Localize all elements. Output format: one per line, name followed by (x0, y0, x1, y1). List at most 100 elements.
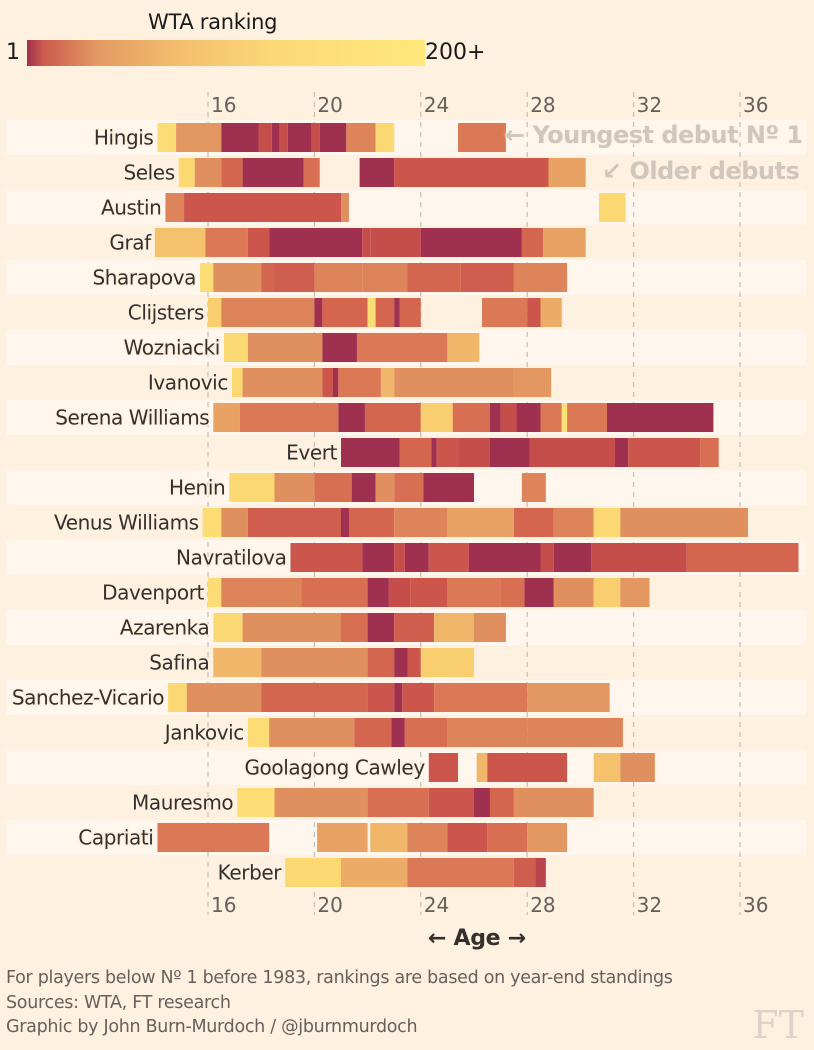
ranking-segment (521, 473, 546, 502)
ranking-segment (553, 543, 592, 572)
ranking-segment (322, 368, 334, 397)
ranking-segment (338, 368, 381, 397)
ranking-segment (314, 263, 363, 292)
ranking-segment (274, 263, 315, 292)
x-tick-top-28: 28 (530, 93, 555, 117)
ranking-segment (700, 438, 719, 467)
ranking-segment (394, 158, 549, 187)
ranking-segment (229, 473, 275, 502)
ranking-segment (402, 683, 435, 712)
ranking-segment (431, 438, 437, 467)
ranking-segment (279, 123, 288, 152)
ranking-segment (348, 508, 395, 537)
ranking-segment (258, 123, 272, 152)
player-label: Safina (149, 651, 209, 675)
ranking-segment (367, 683, 395, 712)
ranking-segment (447, 508, 514, 537)
ranking-segment (593, 753, 621, 782)
ranking-segment (513, 263, 568, 292)
ranking-segment (380, 368, 395, 397)
x-tick-top-20: 20 (317, 93, 342, 117)
ranking-segment (370, 823, 408, 852)
ranking-segment (242, 158, 304, 187)
ranking-segment (686, 543, 799, 572)
x-tick-bottom-32: 32 (637, 893, 662, 917)
ranking-segment (322, 333, 357, 362)
ranking-segment (500, 578, 525, 607)
ranking-segment (287, 123, 312, 152)
ft-logo: FT (752, 1003, 804, 1047)
ranking-segment (436, 438, 459, 467)
ranking-segment (543, 228, 586, 257)
ranking-segment (237, 788, 275, 817)
ranking-segment (370, 228, 421, 257)
player-label: Mauresmo (132, 791, 233, 815)
ranking-segment (474, 613, 506, 642)
player-label: Sharapova (92, 266, 196, 290)
ranking-segment (428, 753, 459, 782)
ranking-segment (447, 578, 501, 607)
ranking-segment (194, 158, 222, 187)
ranking-segment (620, 578, 650, 607)
ranking-segment (458, 438, 490, 467)
ranking-segment (535, 858, 546, 887)
ranking-segment (452, 403, 490, 432)
player-label: Graf (109, 231, 152, 255)
credit: Graphic by John Burn-Murdoch / @jburnmur… (6, 1017, 418, 1037)
ranking-segment (354, 718, 392, 747)
ranking-segment (247, 718, 270, 747)
x-tick-bottom-24: 24 (424, 893, 449, 917)
ranking-segment (487, 823, 528, 852)
player-label: Sanchez-Vicario (12, 686, 164, 710)
ranking-segment (607, 403, 714, 432)
ranking-segment (242, 613, 341, 642)
ranking-segment (521, 228, 544, 257)
ranking-segment (513, 788, 594, 817)
ranking-segment (394, 508, 448, 537)
ranking-segment (362, 228, 371, 257)
ranking-segment (157, 823, 270, 852)
ranking-segment (423, 473, 474, 502)
ranking-segment (213, 648, 262, 677)
player-label: Azarenka (120, 616, 210, 640)
ranking-segment (274, 788, 368, 817)
ranking-segment (407, 263, 461, 292)
ranking-segment (489, 438, 530, 467)
ranking-segment (513, 858, 536, 887)
ranking-segment (527, 823, 568, 852)
ranking-segment (362, 543, 395, 572)
footnote: For players below Nº 1 before 1983, rank… (6, 968, 673, 988)
ranking-segment (261, 683, 368, 712)
ranking-segment (261, 263, 275, 292)
ranking-segment (447, 333, 480, 362)
ranking-segment (524, 578, 554, 607)
x-tick-bottom-16: 16 (211, 893, 236, 917)
player-label: Goolagong Cawley (244, 756, 425, 780)
ranking-segment (410, 578, 448, 607)
ranking-segment (428, 788, 474, 817)
ranking-segment (394, 613, 435, 642)
player-label: Serena Williams (55, 406, 209, 430)
player-label: Hingis (94, 126, 154, 150)
ranking-segment (394, 368, 514, 397)
ranking-segment (223, 333, 248, 362)
ranking-segment (205, 228, 248, 257)
ranking-segment (375, 298, 395, 327)
player-label: Davenport (102, 581, 204, 605)
ranking-segment (553, 578, 594, 607)
ranking-segment (364, 403, 421, 432)
annotation-older-debuts: ↙ Older debuts (602, 157, 800, 185)
ranking-segment (311, 123, 320, 152)
ranking-segment (367, 578, 389, 607)
ranking-segment (303, 158, 320, 187)
x-tick-top-32: 32 (637, 93, 662, 117)
ranking-segment (388, 578, 411, 607)
ranking-segment (154, 228, 206, 257)
ranking-segment (202, 508, 222, 537)
ranking-segment (319, 123, 347, 152)
ranking-segment (200, 263, 214, 292)
player-label: Ivanovic (148, 371, 228, 395)
ranking-segment (247, 508, 341, 537)
player-label: Jankovic (163, 721, 244, 745)
ranking-segment (359, 158, 395, 187)
